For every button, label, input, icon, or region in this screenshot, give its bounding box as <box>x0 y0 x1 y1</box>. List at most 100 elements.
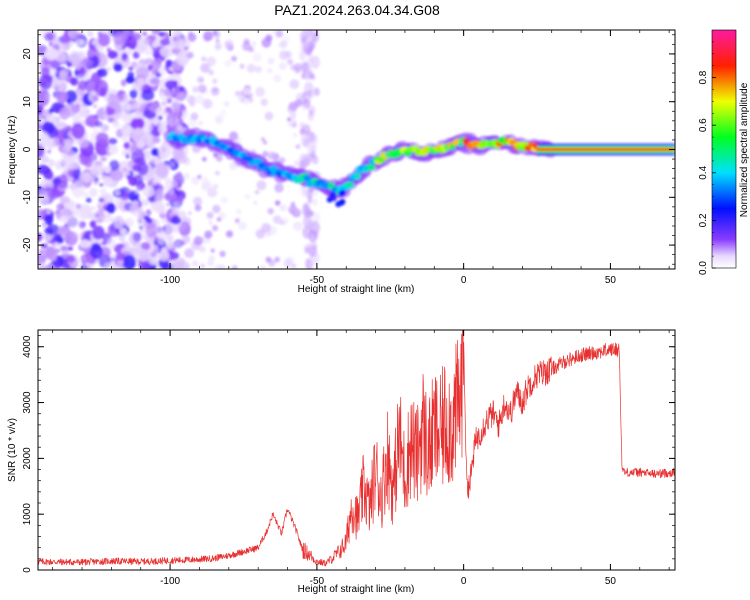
spectrogram-blob-947 <box>214 115 224 124</box>
spectrogram-y-tick-label-1: -10 <box>22 190 33 205</box>
spectrogram-blob-1143 <box>308 240 318 253</box>
spectrogram-blob-1016 <box>244 193 251 200</box>
spectrogram-blob-736 <box>158 115 163 121</box>
spectrogram-blob-1031 <box>193 196 203 206</box>
spectrogram-blob-921 <box>181 234 191 244</box>
spectrogram-blob-800 <box>78 138 90 148</box>
spectrogram-blob-967 <box>176 122 181 127</box>
spectrogram-blob-840 <box>48 108 54 114</box>
spectrogram-blob-1007 <box>204 230 213 239</box>
spectrogram-blob-1032 <box>170 186 175 191</box>
spectrogram-blob-866 <box>194 204 202 212</box>
spectrogram-blob-296 <box>47 149 52 154</box>
spectrogram-blob-139 <box>160 217 167 224</box>
spectrogram-blob-1049 <box>237 94 244 102</box>
spectrogram-blob-832 <box>123 142 130 150</box>
spectrogram-blob-81 <box>174 229 179 234</box>
spectrogram-blob-499 <box>99 188 107 195</box>
spectrogram-blob-673 <box>100 156 107 162</box>
spectrogram-blob-878 <box>267 208 274 215</box>
spectrogram-blob-758 <box>43 246 58 260</box>
spectrogram-blob-478 <box>108 138 118 145</box>
spectrogram-blob-668 <box>127 189 132 193</box>
spectrogram-blob-1152 <box>302 214 313 229</box>
spectrogram-blob-956 <box>172 102 180 110</box>
spectrogram-blob-913 <box>212 225 219 232</box>
spectrogram-blob-833 <box>38 130 51 149</box>
colorbar-tick-label-0: 0.0 <box>698 261 709 275</box>
spectrogram-blob-900 <box>267 57 275 65</box>
spectrogram-blob-681 <box>105 144 119 155</box>
spectrogram-blob-994 <box>262 150 269 157</box>
spectrogram-blob-321 <box>41 222 47 228</box>
spectrogram-blob-749 <box>97 68 108 78</box>
spectrogram-blob-709 <box>137 206 144 212</box>
spectrogram-blob-240 <box>100 246 111 258</box>
spectrogram-blob-1039 <box>293 159 301 167</box>
spectrogram-blob-477 <box>44 92 51 100</box>
spectrogram-blob-896 <box>252 52 262 63</box>
spectrogram-blob-303 <box>130 61 138 69</box>
spectrogram-x-tick-label-2: 0 <box>461 275 467 286</box>
spectrogram-blob-853 <box>186 51 194 59</box>
spectrogram-blob-789 <box>44 183 50 188</box>
snr-series-line <box>38 330 675 567</box>
spectrogram-blob-629 <box>78 53 84 59</box>
spectrogram-blob-1063 <box>171 48 176 54</box>
spectrogram-blob-791 <box>52 77 66 88</box>
spectrogram-blob-941 <box>238 221 247 231</box>
spectrogram-blob-845 <box>38 124 43 131</box>
colorbar-label: Normalized spectral amplitude <box>739 82 750 217</box>
spectrogram-blob-781 <box>171 180 179 188</box>
spectrogram-blob-719 <box>81 259 87 266</box>
spectrogram-blob-521 <box>75 38 85 47</box>
colorbar-tick-label-2: 0.4 <box>698 165 709 179</box>
spectrogram-blob-753 <box>39 249 45 254</box>
spectrogram-blob-861 <box>255 86 265 97</box>
spectrogram-blob-767 <box>145 222 158 238</box>
spectrogram-blob-973 <box>176 171 182 177</box>
colorbar-tick-label-3: 0.6 <box>698 118 709 132</box>
spectrogram-blob-977 <box>274 183 284 193</box>
spectrogram-blob-556 <box>145 209 152 216</box>
spectrogram-blob-611 <box>65 103 77 117</box>
spectrogram-blob-427 <box>179 86 184 92</box>
spectrogram-blob-670 <box>90 164 105 176</box>
spectrogram-blob-946 <box>215 38 220 43</box>
spectrogram-blob-125 <box>120 79 127 87</box>
spectrogram-blob-808 <box>139 248 149 260</box>
spectrogram-x-tick-label-1: -50 <box>310 275 325 286</box>
spectrogram-blob-931 <box>189 100 196 107</box>
spectrogram-blob-794 <box>98 33 111 47</box>
spectrogram-blob-995 <box>282 217 289 225</box>
spectrogram-blob-799 <box>175 35 187 47</box>
spectrogram-blob-645 <box>132 200 139 205</box>
spectrogram-blob-805 <box>151 41 159 48</box>
spectrogram-blob-1055 <box>289 112 297 119</box>
spectrogram-blob-839 <box>164 192 178 202</box>
spectrogram-blob-534 <box>97 203 103 209</box>
spectrogram-blob-1011 <box>243 88 251 96</box>
spectrogram-blob-1026 <box>277 42 283 49</box>
spectrogram-blob-814 <box>94 121 103 128</box>
spectrogram-blob-939 <box>231 265 238 269</box>
spectrogram-blob-882 <box>273 74 282 83</box>
spectrogram-blob-961 <box>228 131 239 141</box>
snr-y-ticks: 0 1000 2000 3000 4000 <box>22 335 675 573</box>
spectrogram-blob-1135 <box>303 202 309 210</box>
spectrogram-blob-1003 <box>212 78 218 84</box>
spectrogram-blob-1153 <box>306 89 312 98</box>
spectrogram-blob-855 <box>184 248 195 259</box>
spectrogram-blob-707 <box>60 245 68 252</box>
spectrogram-blob-836 <box>57 180 68 190</box>
spectrogram-blob-363 <box>44 214 54 226</box>
spectrogram-blob-1082 <box>313 212 321 223</box>
spectrogram-blob-919 <box>198 120 204 126</box>
spectrogram-blob-979 <box>229 161 238 170</box>
spectrogram-blob-492 <box>78 220 87 229</box>
spectrogram-blob-744 <box>112 118 118 125</box>
spectrogram-blob-937 <box>191 176 200 185</box>
spectrogram-blob-561 <box>53 233 63 243</box>
spectrogram-blob-640 <box>106 237 116 250</box>
spectrogram-blob-908 <box>200 63 211 73</box>
